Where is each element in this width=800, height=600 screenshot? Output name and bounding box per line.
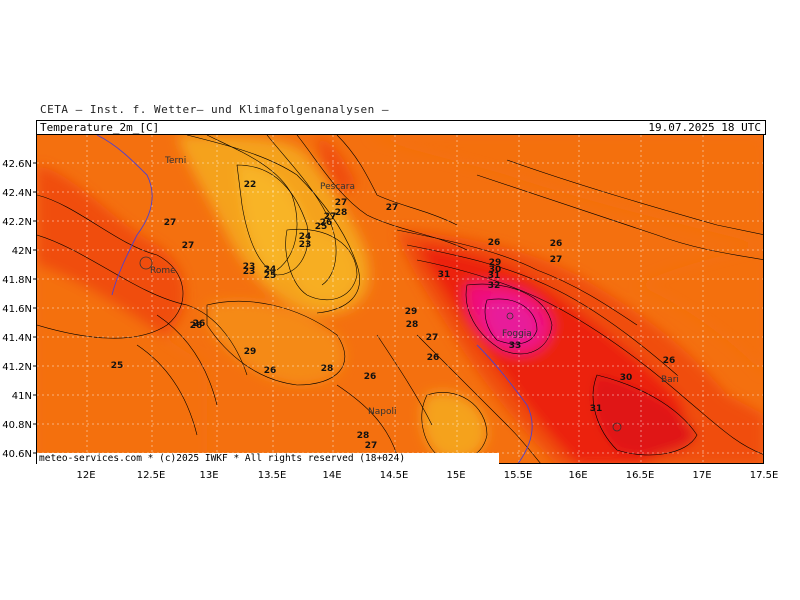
isotherm-label: 27 <box>182 241 195 251</box>
isotherm-label: 26 <box>364 372 377 382</box>
lon-label: 17.5E <box>750 470 779 481</box>
copyright-footer: meteo-services.com * (c)2025 IWKF * All … <box>37 453 499 464</box>
region-borders <box>96 135 533 463</box>
lon-label: 15E <box>446 470 465 481</box>
field-vesuvio <box>421 392 487 460</box>
lat-label: 42.2N <box>2 217 32 228</box>
lon-label: 12E <box>76 470 95 481</box>
isotherm-label: 27 <box>550 255 563 265</box>
isotherm-label: 25 <box>264 271 277 281</box>
field-matese <box>285 229 357 300</box>
isotherm-label: 29 <box>244 347 257 357</box>
field-pescara <box>317 135 357 195</box>
title-bar: Temperature_2m_[C] 19.07.2025 18 UTC <box>36 120 766 135</box>
city-foggia: Foggia <box>502 329 532 339</box>
field-bari-31 <box>593 375 697 455</box>
temperature-fields <box>37 135 763 463</box>
isotherm-label: 25 <box>111 361 124 371</box>
field-foggia-33 <box>485 299 537 344</box>
valid-datetime: 19.07.2025 18 UTC <box>648 121 761 134</box>
lon-label: 14.5E <box>380 470 409 481</box>
field-central-24 <box>207 301 345 385</box>
isotherm-label: 28 <box>335 208 348 218</box>
isotherm-label: 23 <box>243 262 256 272</box>
field-ne <box>367 135 763 245</box>
isotherm-label: 26 <box>190 321 203 331</box>
isotherm-label: 28 <box>321 364 334 374</box>
lon-label: 13E <box>199 470 218 481</box>
temperature-map: Terni Pescara Rome Foggia Napoli Bari 22 27 28 2… <box>36 134 764 464</box>
city-labels: Terni Pescara Rome Foggia Napoli Bari <box>150 156 679 417</box>
isotherm-label: 26 <box>264 366 277 376</box>
city-markers <box>139 256 622 432</box>
isotherm-label: 26 <box>663 356 676 366</box>
city-bari: Bari <box>661 375 679 385</box>
lon-label: 17E <box>692 470 711 481</box>
city-terni: Terni <box>164 156 186 166</box>
lat-label: 41N <box>12 391 32 402</box>
city-pescara: Pescara <box>320 182 355 192</box>
isotherm-label: 23 <box>243 267 256 277</box>
lat-label: 42N <box>12 246 32 257</box>
isotherm-label: 23 <box>299 240 312 250</box>
graticule <box>37 135 763 463</box>
lon-label: 16.5E <box>626 470 655 481</box>
lat-label: 40.6N <box>2 449 32 460</box>
isotherm-label: 27 <box>426 333 439 343</box>
isotherm-label: 31 <box>488 271 501 281</box>
isotherm-label: 31 <box>438 270 451 280</box>
contour-lines <box>37 135 763 463</box>
city-rome: Rome <box>150 266 176 276</box>
isotherm-label: 26 <box>427 353 440 363</box>
isotherm-label: 27 <box>164 218 177 228</box>
lon-label: 15.5E <box>504 470 533 481</box>
lon-label: 16E <box>568 470 587 481</box>
isotherm-label: 30 <box>620 373 633 383</box>
isotherm-label: 29 <box>405 307 418 317</box>
lat-label: 41.2N <box>2 362 32 373</box>
lon-label: 14E <box>322 470 341 481</box>
lat-label: 42.6N <box>2 159 32 170</box>
isotherm-label: 27 <box>324 212 337 222</box>
isotherm-label: 25 <box>315 222 328 232</box>
isotherm-label: 24 <box>264 265 277 275</box>
lon-label: 13.5E <box>258 470 287 481</box>
field-sw <box>37 265 207 463</box>
lat-label: 42.4N <box>2 188 32 199</box>
isotherm-label: 26 <box>320 218 333 228</box>
city-napoli: Napoli <box>368 407 396 417</box>
lat-label: 41.8N <box>2 275 32 286</box>
isotherm-label: 26 <box>488 238 501 248</box>
lon-label: 12.5E <box>137 470 166 481</box>
isotherm-label: 33 <box>509 341 522 351</box>
isotherm-label: 26 <box>193 319 206 329</box>
lat-label: 41.6N <box>2 304 32 315</box>
rome-marker <box>139 256 153 270</box>
isotherm-label: 22 <box>244 180 257 190</box>
isotherm-label: 27 <box>335 198 348 208</box>
isotherm-label: 29 <box>489 258 502 268</box>
field-adriatic <box>637 245 763 373</box>
isotherm-label: 24 <box>299 232 312 242</box>
isotherm-label: 27 <box>365 441 378 451</box>
provider-header: CETA — Inst. f. Wetter— und Klimafolgena… <box>40 103 390 116</box>
isotherm-label: 26 <box>550 239 563 249</box>
isotherm-label: 31 <box>590 404 603 414</box>
foggia-marker <box>506 312 514 320</box>
isotherm-label: 27 <box>386 203 399 213</box>
isotherm-label: 30 <box>489 265 502 275</box>
isotherm-label: 32 <box>488 281 501 291</box>
parameter-title: Temperature_2m_[C] <box>40 121 160 134</box>
bari-marker <box>612 422 622 432</box>
lat-label: 40.8N <box>2 420 32 431</box>
isotherm-label: 28 <box>357 431 370 441</box>
isotherm-label: 28 <box>406 320 419 330</box>
lat-label: 41.4N <box>2 333 32 344</box>
